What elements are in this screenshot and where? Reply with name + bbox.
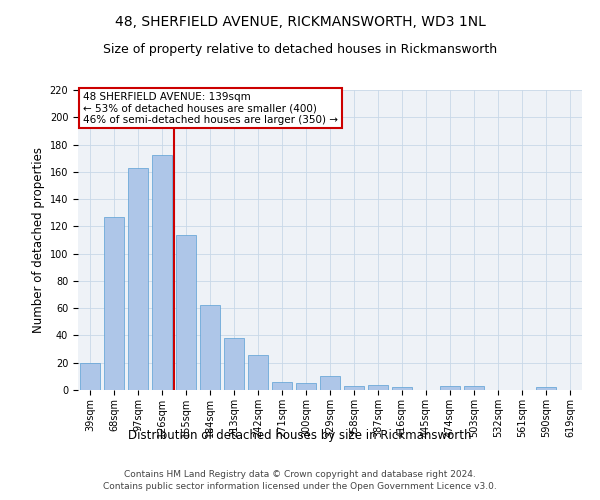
Bar: [392, 388, 412, 390]
Bar: [128, 168, 148, 390]
Bar: [224, 338, 244, 390]
Bar: [464, 386, 484, 390]
Bar: [320, 376, 340, 390]
Bar: [344, 386, 364, 390]
Bar: [104, 217, 124, 390]
Bar: [296, 383, 316, 390]
Bar: [368, 384, 388, 390]
Bar: [200, 306, 220, 390]
Text: 48, SHERFIELD AVENUE, RICKMANSWORTH, WD3 1NL: 48, SHERFIELD AVENUE, RICKMANSWORTH, WD3…: [115, 15, 485, 29]
Text: Distribution of detached houses by size in Rickmansworth: Distribution of detached houses by size …: [128, 428, 472, 442]
Bar: [536, 388, 556, 390]
Text: Size of property relative to detached houses in Rickmansworth: Size of property relative to detached ho…: [103, 42, 497, 56]
Bar: [272, 382, 292, 390]
Text: Contains public sector information licensed under the Open Government Licence v3: Contains public sector information licen…: [103, 482, 497, 491]
Text: Contains HM Land Registry data © Crown copyright and database right 2024.: Contains HM Land Registry data © Crown c…: [124, 470, 476, 479]
Bar: [440, 386, 460, 390]
Bar: [248, 354, 268, 390]
Bar: [80, 362, 100, 390]
Y-axis label: Number of detached properties: Number of detached properties: [32, 147, 46, 333]
Bar: [152, 156, 172, 390]
Text: 48 SHERFIELD AVENUE: 139sqm
← 53% of detached houses are smaller (400)
46% of se: 48 SHERFIELD AVENUE: 139sqm ← 53% of det…: [83, 92, 338, 124]
Bar: [176, 234, 196, 390]
